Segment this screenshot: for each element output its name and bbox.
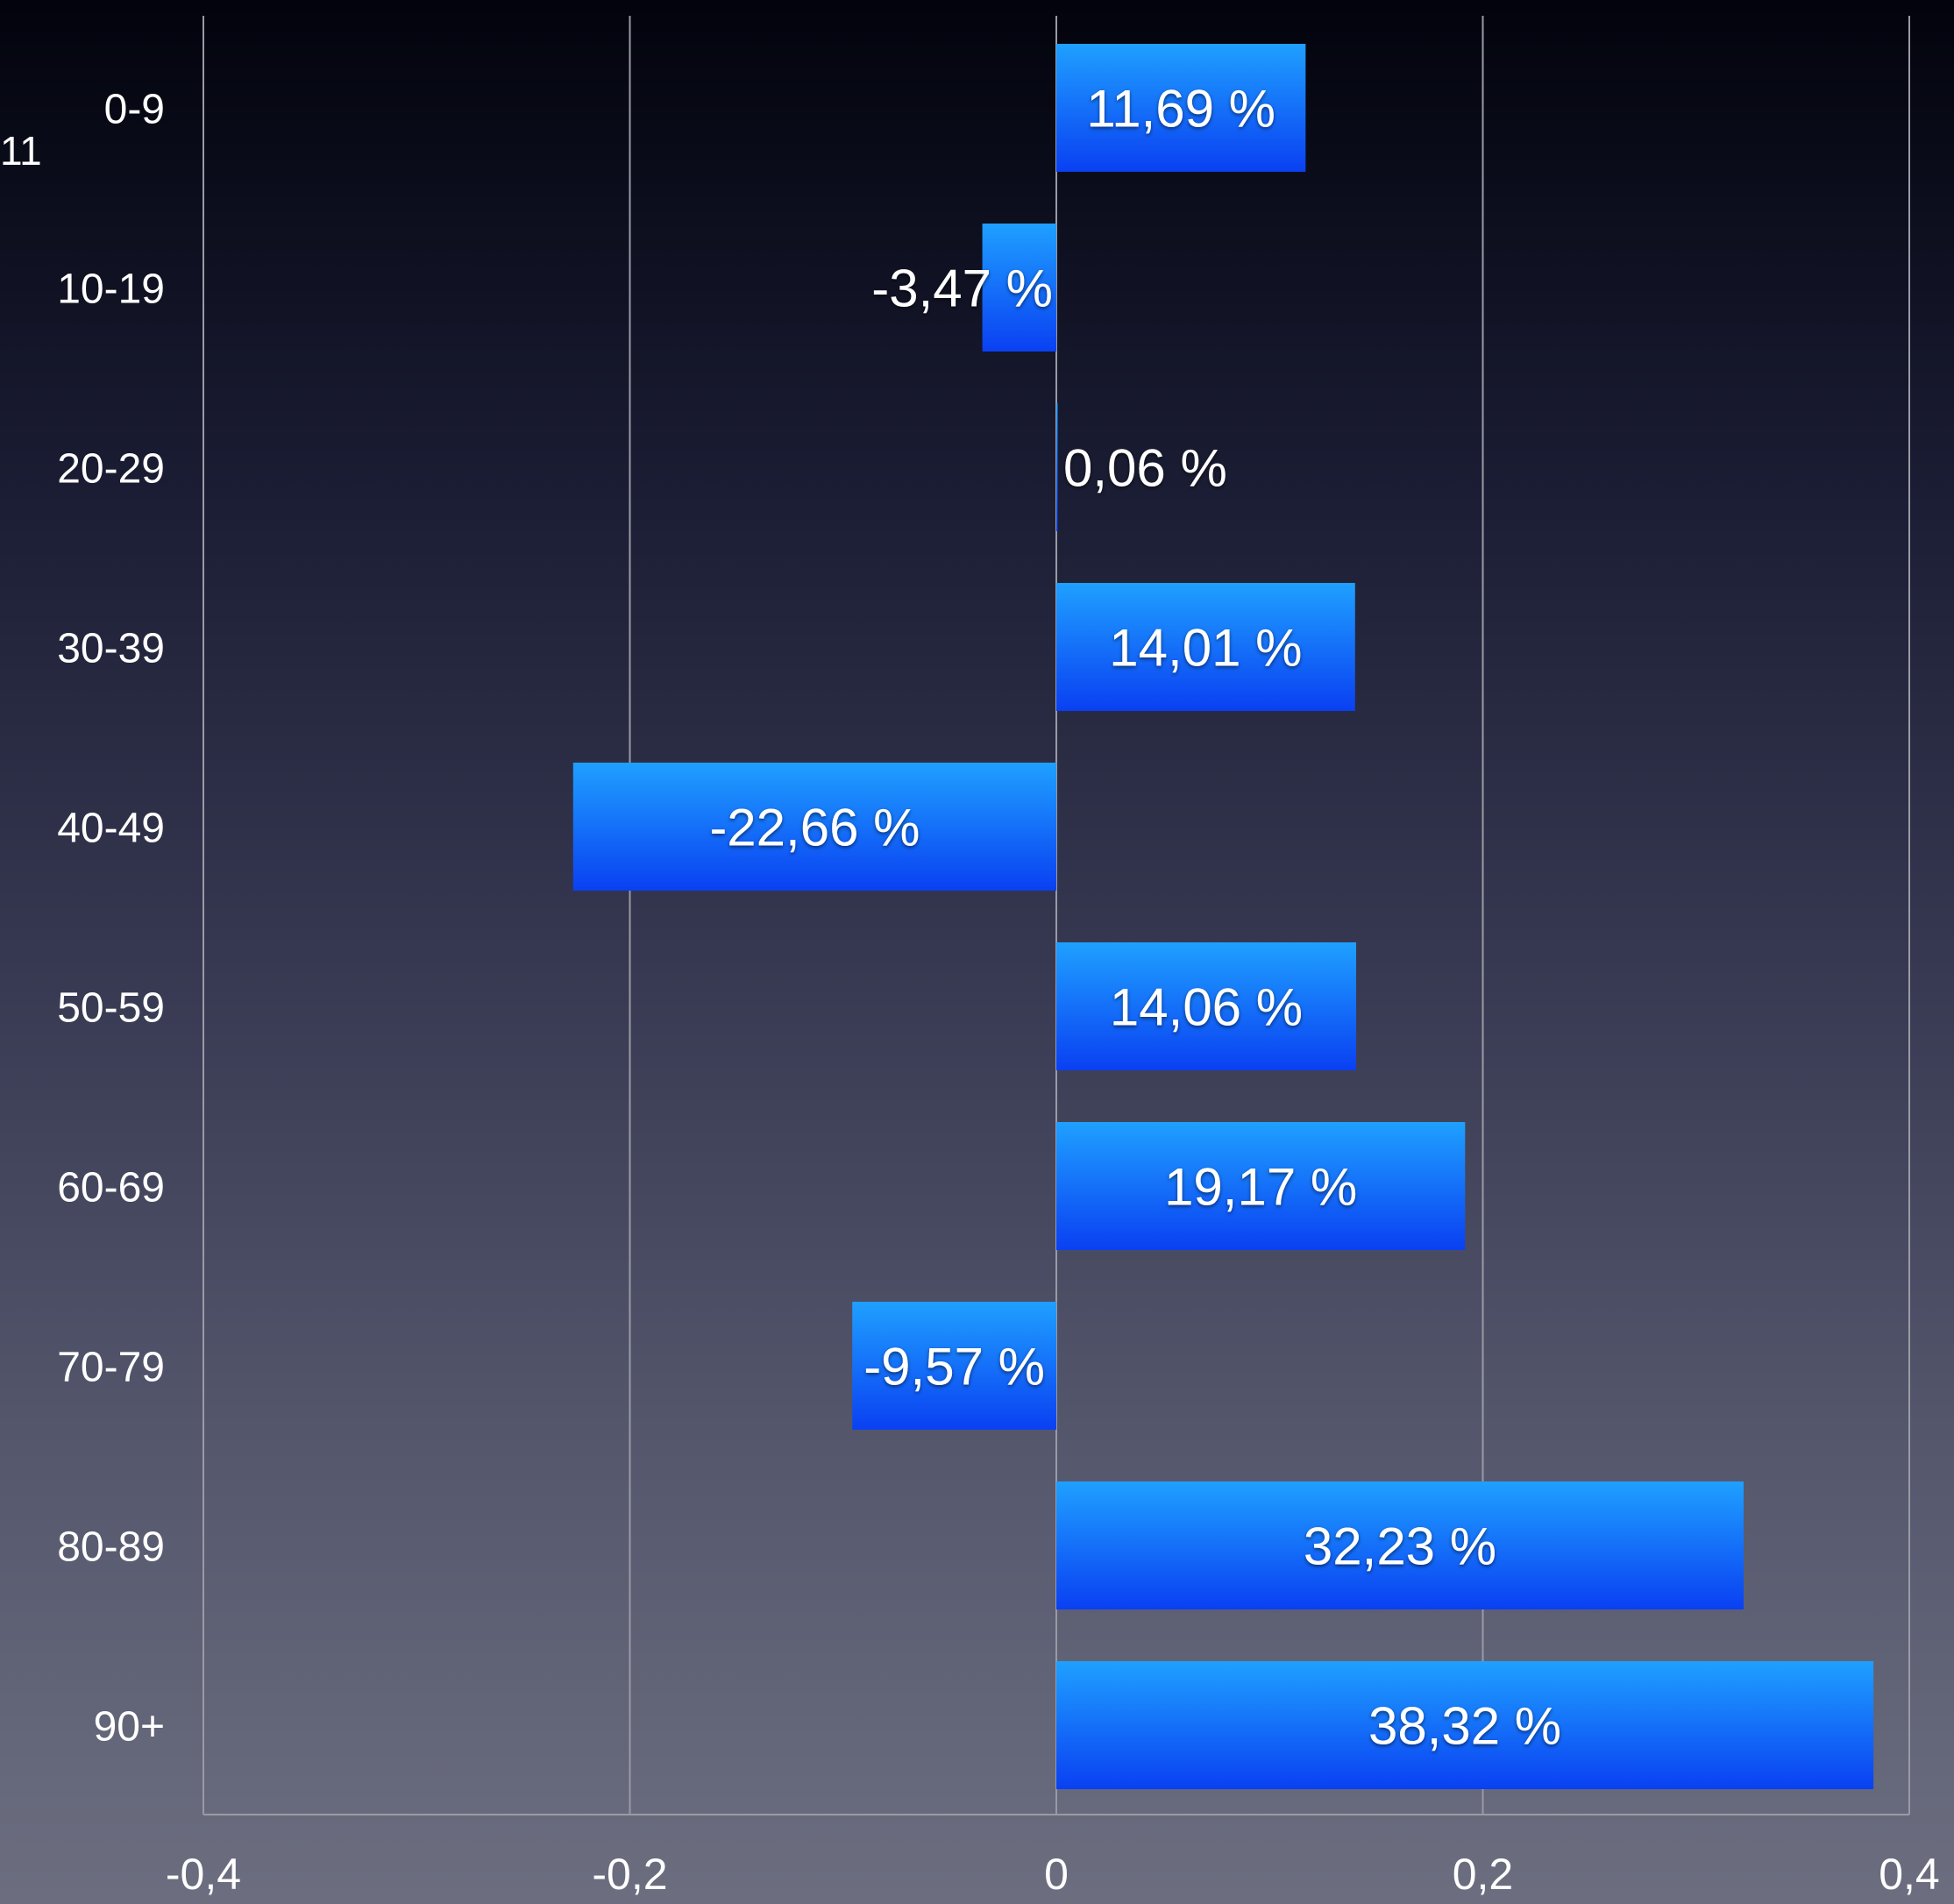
bar xyxy=(1056,1661,1874,1789)
corner-label: 11 xyxy=(0,128,42,174)
data-label: 14,06 % xyxy=(1110,978,1303,1037)
category-labels: 0-9 10-19 20-29 30-39 40-49 50-59 60-69 70-79 80… xyxy=(57,86,165,1750)
bars xyxy=(572,44,1874,1789)
data-label: 32,23 % xyxy=(1304,1517,1496,1576)
category-label: 90+ xyxy=(94,1703,165,1750)
bar xyxy=(1056,403,1058,531)
bar xyxy=(572,763,1056,891)
bar xyxy=(1056,1122,1466,1250)
category-label: 0-9 xyxy=(104,86,165,132)
bar xyxy=(1056,1481,1744,1609)
bar xyxy=(982,224,1056,352)
category-label: 50-59 xyxy=(57,984,165,1031)
category-label: 80-89 xyxy=(57,1524,165,1570)
data-label: 19,17 % xyxy=(1164,1158,1357,1217)
data-labels: 11,69 % -3,47 % 0,06 % 14,01 % -22,66 % 14,06… xyxy=(709,80,1561,1756)
bar xyxy=(852,1302,1056,1430)
category-label: 20-29 xyxy=(57,445,165,492)
x-tick-label: -0,4 xyxy=(166,1850,241,1899)
bar xyxy=(1056,942,1357,1070)
category-label: 70-79 xyxy=(57,1344,165,1390)
x-tick-label: 0,2 xyxy=(1453,1850,1514,1899)
x-tick-label: 0,4 xyxy=(1879,1850,1940,1899)
x-tick-label: 0 xyxy=(1044,1850,1069,1899)
data-label: 0,06 % xyxy=(1063,439,1227,498)
bar xyxy=(1056,583,1355,711)
data-label: 11,69 % xyxy=(1086,80,1275,139)
category-label: 60-69 xyxy=(57,1164,165,1211)
data-label: -9,57 % xyxy=(863,1338,1045,1396)
bar xyxy=(1056,44,1306,172)
category-label: 30-39 xyxy=(57,625,165,671)
data-label: -22,66 % xyxy=(709,799,920,857)
x-tick-label: -0,2 xyxy=(592,1850,667,1899)
data-label: 14,01 % xyxy=(1109,619,1302,678)
data-label: -3,47 % xyxy=(871,259,1053,318)
data-label: 38,32 % xyxy=(1368,1697,1561,1756)
category-label: 40-49 xyxy=(57,805,165,851)
x-tick-labels: -0,4 -0,2 0 0,2 0,4 xyxy=(166,1850,1940,1899)
category-label: 10-19 xyxy=(57,266,165,312)
